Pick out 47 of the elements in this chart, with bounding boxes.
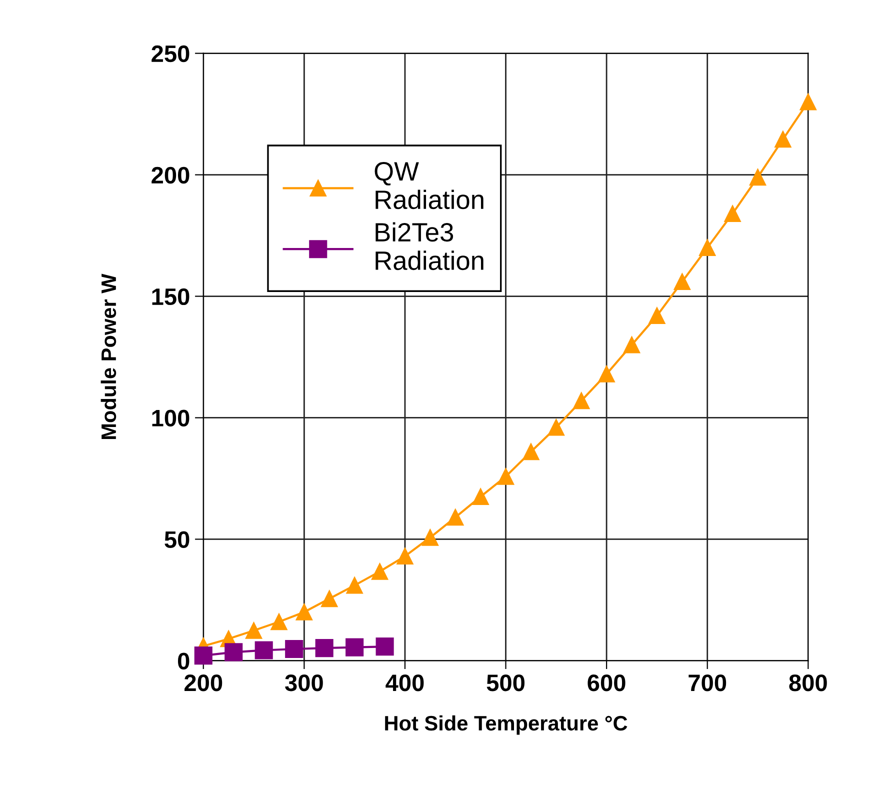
point xyxy=(724,205,741,222)
y-tick-label: 200 xyxy=(152,166,190,184)
point xyxy=(522,443,540,460)
point xyxy=(497,468,514,485)
point xyxy=(346,577,363,594)
y-tick-label: 150 xyxy=(152,288,190,306)
point xyxy=(598,366,615,382)
point xyxy=(371,563,388,580)
point xyxy=(321,590,338,608)
point xyxy=(447,509,464,526)
legend-label: QW Radiation xyxy=(374,162,484,210)
point xyxy=(285,640,304,658)
y-tick-label: 50 xyxy=(164,531,190,548)
point xyxy=(245,622,262,639)
x-tick-label: 500 xyxy=(486,674,524,692)
x-tick-label: 800 xyxy=(789,674,827,692)
y-axis-title: Module Power W xyxy=(100,274,116,439)
point xyxy=(774,131,792,148)
point xyxy=(573,392,590,410)
point xyxy=(749,168,766,186)
point xyxy=(623,336,640,354)
point xyxy=(346,638,364,656)
y-tick-label: 250 xyxy=(152,45,190,62)
x-tick-label: 200 xyxy=(184,674,222,692)
point xyxy=(800,94,816,110)
y-tick-label: 100 xyxy=(152,410,190,427)
point xyxy=(699,239,716,256)
point xyxy=(472,488,489,506)
point xyxy=(270,613,288,630)
point xyxy=(396,548,414,565)
x-tick-label: 400 xyxy=(386,674,424,692)
point xyxy=(422,529,438,546)
point xyxy=(224,643,243,662)
point xyxy=(548,419,564,436)
x-axis-title: Hot Side Temperature °C xyxy=(385,715,628,735)
point xyxy=(296,604,313,620)
point xyxy=(648,307,666,324)
point xyxy=(315,639,334,658)
x-tick-label: 600 xyxy=(588,674,626,692)
x-tick-label: 300 xyxy=(285,674,323,692)
point xyxy=(376,638,394,656)
point xyxy=(254,641,273,660)
y-tick-label: 0 xyxy=(178,652,190,670)
point xyxy=(194,646,212,665)
point xyxy=(674,273,690,290)
legend-label: Bi2Te3 Radiation xyxy=(376,222,484,270)
x-tick-label: 700 xyxy=(688,674,726,692)
